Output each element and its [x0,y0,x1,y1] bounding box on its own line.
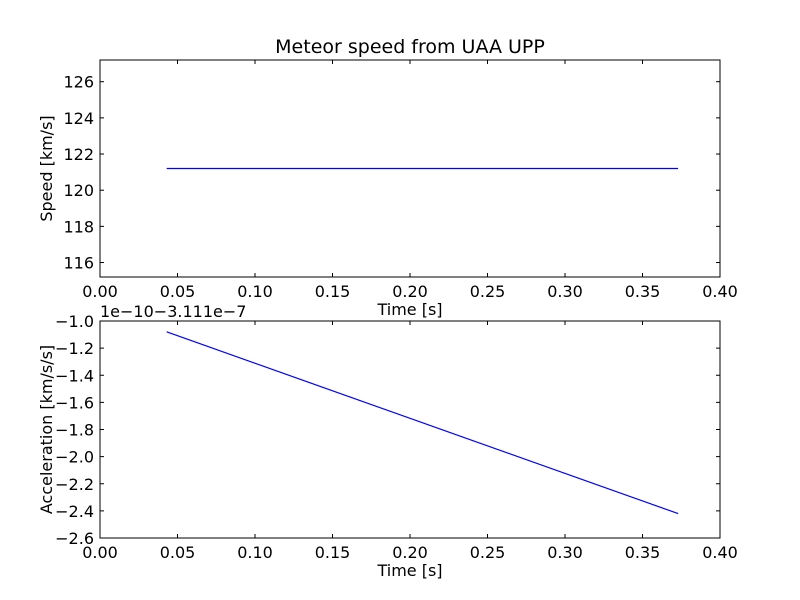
speed-x-axis-label: Time [s] [376,300,442,319]
acceleration-x-tick-label: 0.20 [392,543,428,562]
acceleration-x-tick-label: 0.00 [82,543,118,562]
acceleration-x-tick-label: 0.30 [547,543,583,562]
speed-y-tick-label: 116 [63,254,94,273]
acceleration-axes-frame [99,320,721,539]
speed-x-tick-label: 0.05 [160,282,196,301]
speed-x-tick-label: 0.40 [702,282,738,301]
acceleration-offset-label: 1e−10−3.111e−7 [100,302,246,321]
speed-x-tick-label: 0.20 [392,282,428,301]
speed-x-tick-label: 0.35 [625,282,661,301]
acceleration-x-tick-label: 0.25 [470,543,506,562]
acceleration-y-tick-label: −1.4 [55,366,94,385]
acceleration-y-tick-label: −2.2 [55,475,94,494]
acceleration-plot: 0.00 0.05 0.10 0.15 0.20 0.25 0.30 0.35 0.40 −1.0… [37,302,738,580]
acceleration-y-tick-label: −1.2 [55,339,94,358]
acceleration-y-tick-label: −2.0 [55,448,94,467]
acceleration-y-axis-label: Acceleration [km/s/s] [37,345,56,514]
speed-x-tick-label: 0.10 [237,282,273,301]
acceleration-series-line-0 [166,331,679,515]
speed-x-tick-label: 0.25 [470,282,506,301]
speed-x-tick-label: 0.00 [82,282,118,301]
acceleration-x-tick-label: 0.05 [160,543,196,562]
speed-y-tick-label: 120 [63,181,94,200]
acceleration-y-tick-label: −1.8 [55,421,94,440]
acceleration-x-tick-label: 0.15 [315,543,351,562]
chart-title: Meteor speed from UAA UPP [275,36,545,58]
acceleration-y-tick-label: −1.0 [55,312,94,331]
speed-plot: 0.00 0.05 0.10 0.15 0.20 0.25 0.30 0.35 0.40 116 1… [37,36,738,319]
speed-x-tick-label: 0.15 [315,282,351,301]
acceleration-y-tick-label: −2.4 [55,502,94,521]
acceleration-y-tick-label: −1.6 [55,393,94,412]
speed-y-tick-label: 126 [63,73,94,92]
acceleration-x-axis-label: Time [s] [376,561,442,580]
speed-y-tick-label: 122 [63,145,94,164]
acceleration-x-tick-label: 0.35 [625,543,661,562]
acceleration-x-tick-label: 0.10 [237,543,273,562]
acceleration-y-tick-label: −2.6 [55,529,94,548]
speed-y-tick-label: 118 [63,217,94,236]
speed-x-tick-label: 0.30 [547,282,583,301]
speed-y-axis-label: Speed [km/s] [37,115,56,221]
acceleration-x-tick-label: 0.40 [702,543,738,562]
speed-y-tick-label: 124 [63,109,94,128]
